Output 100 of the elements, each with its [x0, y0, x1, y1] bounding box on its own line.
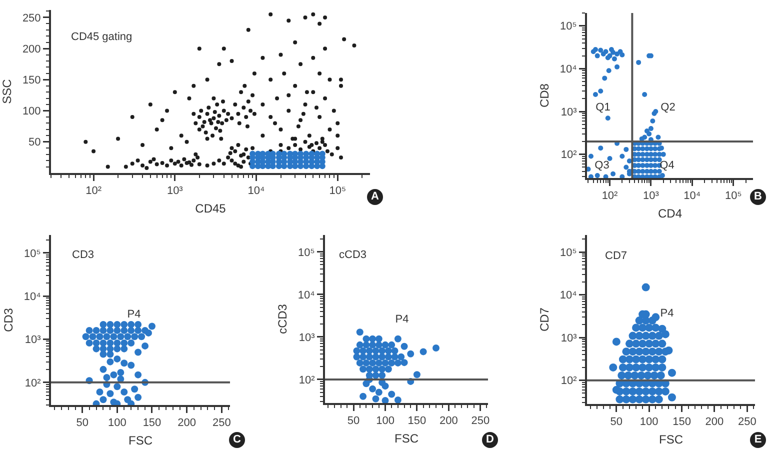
y-tick-label: 100: [22, 106, 41, 118]
point: [382, 359, 389, 366]
text: cCD3: [339, 249, 367, 261]
y-tick-label: 10⁴: [24, 290, 42, 303]
point: [407, 350, 414, 358]
x-tick-label: 100: [376, 415, 394, 428]
point: [398, 353, 405, 360]
point: [369, 335, 376, 342]
x-axis-title: CD4: [658, 206, 682, 221]
y-axis-title: cCD3: [276, 304, 290, 334]
point: [378, 353, 386, 360]
y-tick-label: 10²: [560, 375, 578, 388]
point: [353, 353, 360, 360]
x-axis-title: FSC: [394, 432, 419, 446]
text: CD7: [605, 250, 628, 262]
y-tick-label: 10²: [24, 377, 42, 390]
point: [394, 335, 402, 342]
y-tick-label: 10⁴: [560, 290, 578, 302]
y-tick-label: 250: [22, 12, 41, 24]
x-axis-title: FSC: [128, 434, 153, 448]
text: CD45 gating: [71, 31, 132, 43]
point: [382, 397, 389, 403]
point: [400, 342, 408, 350]
y-axis-title: SSC: [0, 78, 14, 104]
x-tick-label: 250: [212, 417, 231, 430]
x-tick-label: 10²: [86, 185, 102, 198]
point: [384, 347, 392, 354]
point: [356, 328, 364, 336]
point: [360, 392, 367, 400]
x-axis-title: CD45: [195, 202, 226, 216]
y-tick-label: 10³: [560, 332, 578, 344]
annotation: P4: [660, 308, 674, 320]
y-tick-label: 10⁵: [560, 246, 577, 259]
point: [413, 371, 420, 378]
point: [375, 335, 382, 342]
y-tick-label: 10³: [298, 332, 316, 344]
y-axis-title: CD3: [2, 308, 16, 332]
point: [378, 366, 386, 373]
point: [366, 353, 373, 360]
y-tick-label: 10²: [560, 149, 578, 162]
point: [432, 344, 440, 352]
x-tick-label: 10⁵: [329, 185, 346, 198]
annotation: Q4: [660, 160, 674, 172]
point: [372, 395, 380, 402]
point: [420, 348, 427, 356]
text: B: [754, 190, 762, 202]
annotation: P4: [395, 314, 409, 326]
annotation: Q1: [596, 102, 610, 114]
x-tick-label: 100: [640, 416, 658, 428]
x-tick-label: 200: [178, 417, 196, 430]
x-tick-label: 10⁴: [684, 190, 701, 202]
y-tick-label: 10⁵: [298, 246, 315, 259]
y-tick-label: 10⁵: [560, 20, 577, 33]
point: [356, 341, 364, 348]
x-tick-label: 10³: [643, 190, 660, 202]
x-tick-label: 100: [108, 417, 126, 430]
x-tick-label: 200: [705, 416, 724, 428]
annotation: Q2: [660, 102, 676, 114]
point: [384, 353, 392, 360]
point: [378, 347, 386, 354]
y-tick-label: 10³: [24, 334, 42, 346]
point: [378, 372, 386, 379]
x-axis-title: FSC: [659, 432, 684, 447]
point: [356, 359, 364, 366]
x-tick-label: 50: [76, 417, 88, 430]
point: [360, 353, 367, 360]
point: [384, 366, 392, 373]
point: [375, 388, 382, 396]
x-tick-label: 150: [142, 417, 162, 430]
point: [382, 341, 389, 348]
x-tick-label: 150: [672, 416, 691, 428]
point: [391, 353, 398, 360]
annotation: Q3: [594, 160, 610, 172]
x-tick-label: 200: [440, 415, 458, 428]
x-tick-label: 10³: [166, 185, 184, 198]
point: [375, 341, 382, 348]
point: [372, 353, 380, 360]
point: [360, 366, 367, 373]
point: [394, 396, 402, 403]
text: CD3: [72, 249, 94, 261]
point: [394, 359, 402, 366]
point: [369, 385, 376, 392]
point: [369, 341, 376, 348]
point: [366, 366, 373, 373]
text: C: [233, 434, 241, 446]
x-tick-label: 50: [347, 415, 360, 428]
x-tick-label: 10⁵: [724, 190, 742, 202]
point: [375, 359, 382, 366]
point: [372, 366, 380, 373]
text: A: [371, 190, 379, 202]
text: D: [486, 434, 494, 446]
y-axis-title: CD7: [538, 307, 552, 332]
point: [369, 359, 376, 366]
point: [391, 347, 398, 354]
y-tick-label: 50: [28, 136, 41, 149]
x-tick-label: 250: [738, 416, 756, 428]
y-tick-label: 10⁵: [24, 248, 41, 260]
y-tick-label: 10⁴: [298, 289, 316, 302]
point: [400, 359, 408, 366]
y-tick-label: 200: [22, 43, 41, 56]
